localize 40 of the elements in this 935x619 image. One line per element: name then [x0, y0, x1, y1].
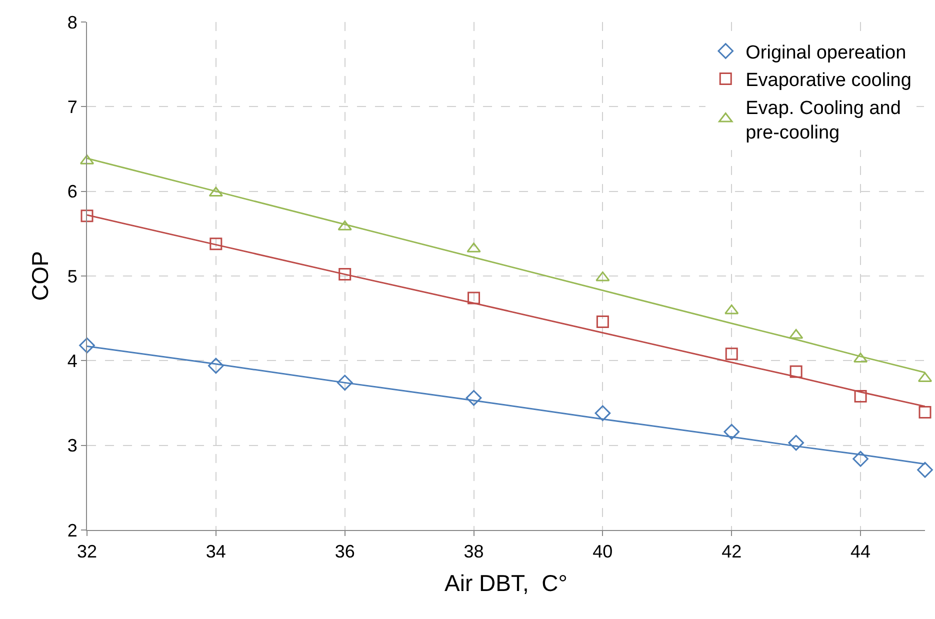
point: [80, 210, 94, 222]
y-tick-label: 3: [67, 436, 78, 456]
point: [724, 304, 739, 314]
y-tick-label: 2: [67, 520, 78, 540]
y-tick-label: 6: [67, 182, 78, 202]
point: [790, 365, 802, 378]
x-tick-label: 38: [464, 542, 484, 562]
point: [724, 424, 740, 440]
point: [725, 348, 738, 360]
y-tick-label: 5: [67, 266, 78, 286]
point: [917, 462, 933, 478]
x-axis-title: Air DBT, C°: [444, 570, 568, 596]
y-tick-label: 4: [67, 350, 78, 371]
point: [338, 268, 352, 281]
point: [466, 390, 482, 406]
point: [208, 358, 224, 374]
point: [596, 315, 609, 328]
point: [468, 292, 480, 304]
point: [852, 450, 868, 467]
x-tick-label: 32: [76, 542, 98, 562]
y-axis-title: COP: [26, 251, 53, 301]
point: [594, 405, 611, 422]
y-tick-label: 8: [67, 12, 78, 32]
x-tick-label: 36: [334, 542, 355, 562]
point: [208, 186, 224, 197]
point: [79, 338, 95, 354]
x-tick-label: 34: [206, 542, 226, 562]
x-tick-label: 42: [722, 542, 742, 562]
point: [918, 406, 932, 419]
point: [210, 238, 222, 250]
point: [596, 271, 610, 282]
point: [854, 390, 867, 402]
legend-label: Original opereation: [746, 42, 906, 64]
y-tick-label: 7: [67, 96, 78, 117]
legend-label: Evap. Cooling and pre-cooling: [746, 98, 901, 144]
legend-label: Evaporative cooling: [746, 70, 912, 92]
x-tick-label: 44: [850, 542, 871, 562]
point: [336, 374, 353, 391]
point: [788, 434, 804, 451]
x-tick-label: 40: [592, 542, 613, 562]
